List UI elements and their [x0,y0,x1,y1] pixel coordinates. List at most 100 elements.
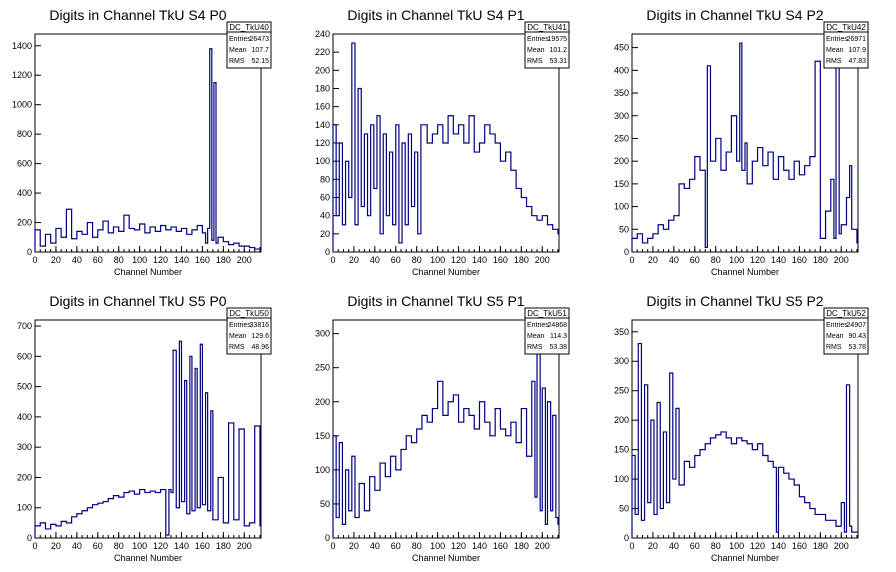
y-tick-label: 50 [619,224,629,234]
x-tick-label: 140 [771,255,786,265]
stats-value: 114.3 [550,333,567,340]
stats-value: 129.6 [251,333,269,340]
stats-value: 53.38 [549,344,567,351]
histogram-line [332,346,559,538]
x-tick-label: 180 [216,541,231,551]
histogram-panel: Digits in Channel TkU S4 P0 0 20 40 60 80 100 1… [12,7,272,277]
stats-value: 33816 [250,322,270,329]
x-tick-label: 40 [370,541,380,551]
x-tick-label: 100 [430,255,445,265]
x-tick-label: 80 [412,541,422,551]
x-tick-label: 180 [514,541,529,551]
stats-name: DC_TkU51 [527,309,567,318]
stats-label: RMS [527,344,543,351]
stats-value: 26473 [250,36,270,43]
x-tick-label: 180 [514,255,529,265]
y-tick-label: 350 [614,327,629,337]
y-tick-label: 150 [614,445,629,455]
plot-frame [332,319,560,539]
x-tick-label: 0 [629,541,634,551]
x-tick-label: 100 [729,255,744,265]
x-tick-label: 80 [412,255,422,265]
x-tick-label: 160 [792,541,807,551]
stats-value: 24868 [548,322,568,329]
y-tick-label: 20 [320,229,330,239]
stats-value: 19575 [548,36,568,43]
y-tick-label: 100 [614,474,629,484]
y-tick-label: 0 [624,247,629,257]
stats-name: DC_TkU42 [826,23,866,32]
y-tick-label: 240 [315,29,330,39]
x-tick-label: 200 [237,255,252,265]
plot-frame [631,319,859,539]
histogram-line [332,42,559,252]
stats-value: 101.2 [549,47,567,54]
stats-label: Mean [229,333,247,340]
x-tick-label: 60 [93,255,103,265]
y-tick-label: 100 [315,156,330,166]
stats-value: 24907 [847,322,867,329]
plot-title: Digits in Channel TkU S5 P1 [347,293,524,309]
x-tick-label: 100 [729,541,744,551]
stats-label: Entries [826,322,848,329]
stats-value: 107.7 [251,47,269,54]
y-tick-label: 300 [315,329,330,339]
x-axis-label: Channel Number [412,267,480,277]
x-tick-label: 80 [711,541,721,551]
stats-label: RMS [527,58,543,65]
x-tick-label: 160 [493,541,508,551]
y-tick-label: 200 [315,397,330,407]
x-tick-label: 200 [237,541,252,551]
x-tick-label: 160 [792,255,807,265]
y-tick-label: 120 [315,138,330,148]
x-tick-label: 100 [430,541,445,551]
y-tick-label: 1000 [12,100,32,110]
histogram-line [34,340,261,538]
y-tick-label: 600 [17,351,32,361]
stats-label: Mean [826,47,844,54]
x-axis-label: Channel Number [711,267,779,277]
y-tick-label: 250 [315,363,330,373]
stats-label: Entries [229,36,251,43]
y-tick-label: 80 [320,174,330,184]
x-tick-label: 120 [153,255,168,265]
x-tick-label: 80 [711,255,721,265]
y-tick-label: 0 [27,533,32,543]
histogram-line [34,48,261,252]
x-tick-label: 40 [669,541,679,551]
stats-box [226,307,272,355]
x-tick-label: 0 [32,255,37,265]
plot-frame [631,33,859,253]
x-tick-label: 100 [132,541,147,551]
x-tick-label: 20 [349,255,359,265]
stats-name: DC_TkU40 [229,23,269,32]
y-tick-label: 200 [17,218,32,228]
x-tick-label: 40 [72,255,82,265]
stats-label: Mean [229,47,247,54]
x-tick-label: 180 [813,255,828,265]
y-tick-label: 250 [614,133,629,143]
x-tick-label: 120 [750,255,765,265]
stats-label: RMS [826,344,842,351]
x-tick-label: 120 [153,541,168,551]
y-tick-label: 0 [325,247,330,257]
y-tick-label: 400 [614,65,629,75]
y-tick-label: 50 [619,504,629,514]
stats-value: 90.43 [848,333,866,340]
x-tick-label: 120 [750,541,765,551]
histogram-panel: Digits in Channel TkU S5 P0 0 20 40 60 80 100 1… [17,293,272,563]
x-axis-label: Channel Number [114,553,182,563]
x-tick-label: 40 [669,255,679,265]
stats-label: RMS [229,344,245,351]
y-tick-label: 0 [325,533,330,543]
x-tick-label: 180 [216,255,231,265]
histogram-panel: Digits in Channel TkU S5 P1 0 20 40 60 80 100 1… [315,293,570,563]
stats-label: Mean [826,333,844,340]
y-tick-label: 1400 [12,41,32,51]
x-tick-label: 200 [535,541,550,551]
y-tick-label: 300 [614,356,629,366]
y-tick-label: 220 [315,47,330,57]
y-tick-label: 300 [614,111,629,121]
x-tick-label: 20 [51,541,61,551]
